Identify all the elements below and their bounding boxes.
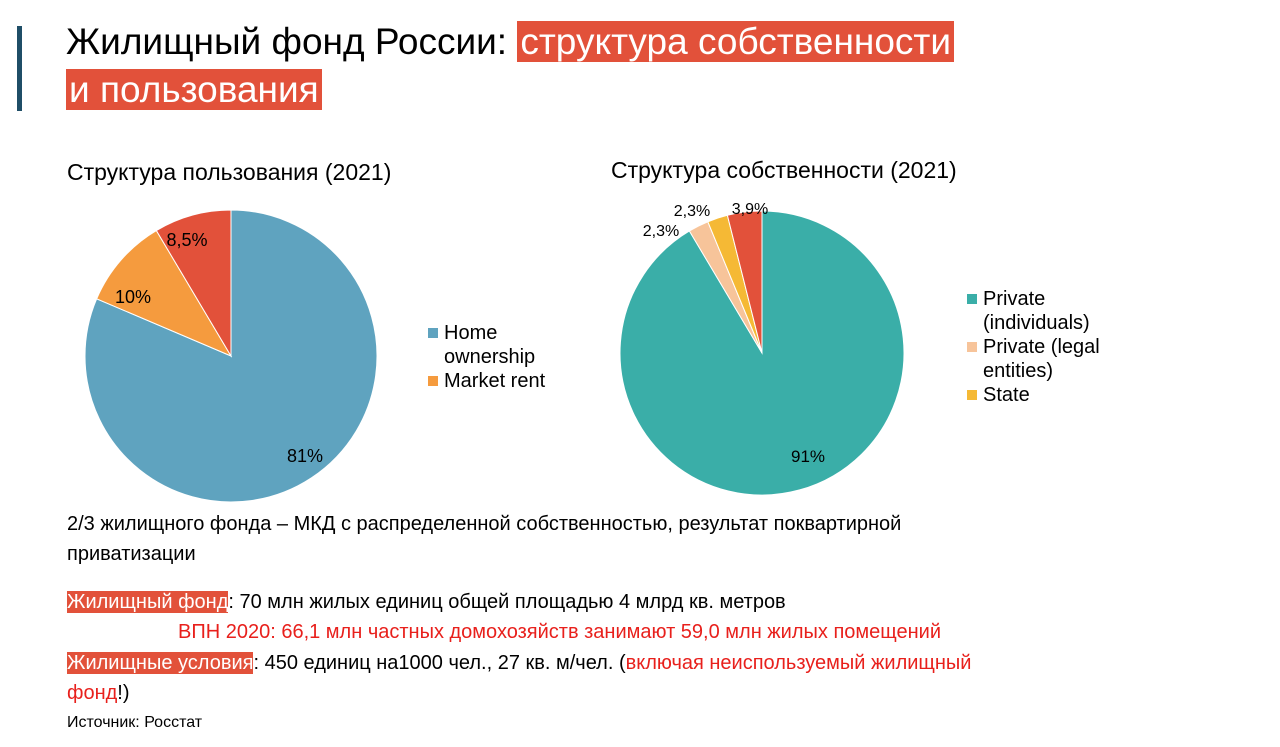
housing-stock-line: Жилищный фонд: 70 млн жилых единиц общей… [67,587,786,617]
conditions-label: Жилищные условия [67,652,254,674]
summary-line-1: 2/3 жилищного фонда – МКД с распределенн… [67,513,902,535]
legend-swatch-market-rent [428,376,438,386]
accent-bar [17,26,22,111]
usage-slice-2 [155,209,232,358]
summary-text: 2/3 жилищного фонда – МКД с распределенн… [67,509,1067,569]
usage-slice-1 [96,229,233,358]
conditions-text-main: : 450 единиц на1000 чел., 27 кв. м/чел. … [253,652,626,674]
ownership-slice-3 [726,210,763,354]
legend-swatch-state [967,390,977,400]
chart2-legend: Private (individuals) Private (legal entit… [967,287,1100,407]
conditions-end: !) [117,682,130,704]
legend-label: State [983,384,1030,406]
chart1-title: Структура пользования (2021) [67,159,392,185]
title-highlight-1: структура собственности [517,21,955,62]
legend-label: Private [983,288,1046,310]
legend-label: (individuals) [983,312,1090,334]
chart1-legend: Home ownership Market rent [428,321,545,393]
page-title: Жилищный фонд России: структура собствен… [66,18,1066,114]
source-note: Источник: Росстат [67,714,203,731]
legend-label: Home [444,322,498,344]
title-highlight-2: и пользования [66,69,322,110]
legend-item-state: State [967,383,1100,407]
usage-data-label-2: 8,5% [166,230,207,250]
legend-item-home-ownership: Home ownership [428,321,545,369]
conditions-red-2: фонд [67,682,118,704]
ownership-data-label-1: 2,3% [643,223,679,240]
housing-stock-text: : 70 млн жилых единиц общей площадью 4 м… [228,591,786,613]
legend-label: entities) [983,360,1054,382]
legend-swatch-home-ownership [428,328,438,338]
title-plain: Жилищный фонд России: [66,21,518,62]
ownership-data-label-2: 2,3% [674,203,710,220]
legend-item-market-rent: Market rent [428,369,545,393]
ownership-data-label-3: 3,9% [732,201,768,218]
conditions-text: Жилищные условия: 450 единиц на1000 чел.… [67,648,1167,708]
legend-label: ownership [444,346,536,368]
census-note: ВПН 2020: 66,1 млн частных домохозяйств … [178,621,942,643]
ownership-data-label-0: 91% [791,447,825,466]
housing-stock-label: Жилищный фонд [67,591,229,613]
chart2-title: Структура собственности (2021) [611,157,957,183]
legend-swatch-private-individuals [967,294,977,304]
legend-swatch-private-legal [967,342,977,352]
legend-label: Private (legal [983,336,1100,358]
summary-line-2: приватизации [67,543,196,565]
legend-item-private-individuals: Private (individuals) [967,287,1100,335]
conditions-red-1: включая неиспользуемый жилищный [625,652,972,674]
legend-item-private-legal: Private (legal entities) [967,335,1100,383]
usage-data-label-1: 10% [115,287,151,307]
usage-data-label-0: 81% [287,446,323,466]
legend-label: Market rent [444,370,546,392]
